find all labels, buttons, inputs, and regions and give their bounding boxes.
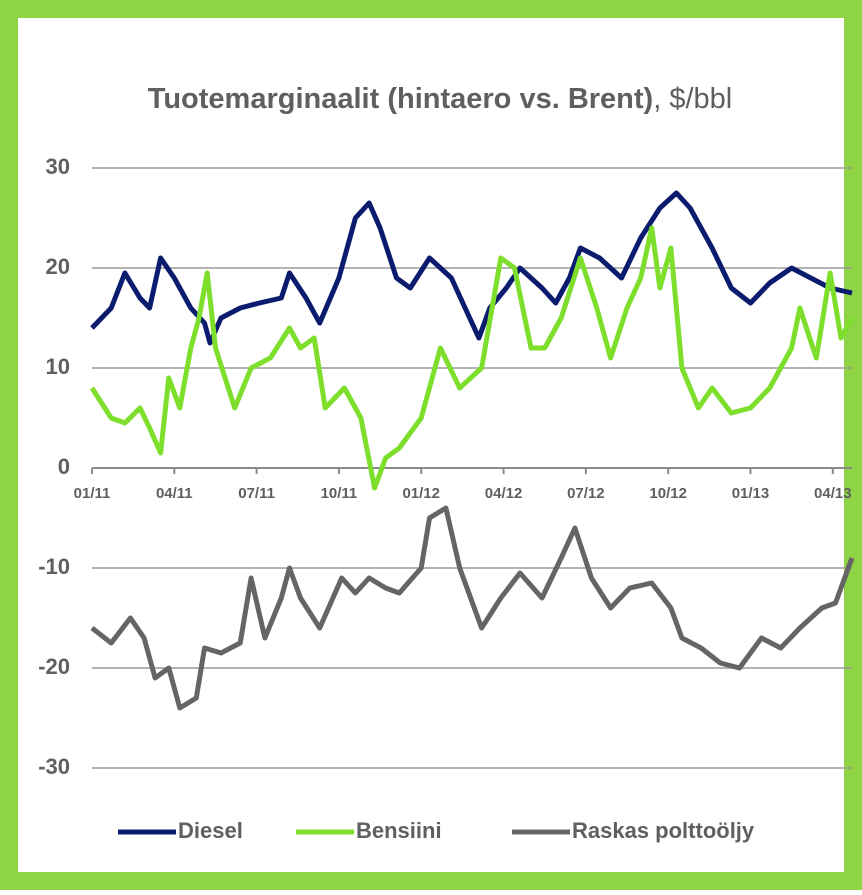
chart-title: Tuotemarginaalit (hintaero vs. Brent): [148, 83, 653, 115]
x-tick-label: 04/12: [485, 485, 523, 502]
series-line: [89, 225, 855, 491]
y-tick-label: 0: [58, 454, 70, 479]
y-tick-label: 10: [46, 354, 70, 379]
y-tick-label: -30: [38, 754, 70, 779]
x-tick-label: 01/11: [74, 485, 111, 502]
chart-title-unit: , $/bbl: [653, 83, 732, 115]
chart-title-group: Tuotemarginaalit (hintaero vs. Brent), $…: [148, 83, 732, 115]
series-line: [90, 505, 855, 711]
legend-label: Raskas polttoöljy: [572, 818, 755, 843]
x-tick-label: 04/11: [156, 485, 193, 502]
y-tick-label: -10: [38, 554, 70, 579]
x-tick-label: 07/12: [567, 485, 605, 502]
y-tick-label: 30: [46, 154, 70, 179]
x-tick-label: 04/13: [814, 485, 852, 502]
x-tick-label: 01/12: [402, 485, 440, 502]
x-tick-label: 01/13: [732, 485, 770, 502]
y-tick-label: 20: [46, 254, 70, 279]
legend-label: Diesel: [178, 818, 243, 843]
legend-label: Bensiini: [356, 818, 442, 843]
series-line: [90, 190, 853, 346]
x-tick-label: 07/11: [238, 485, 275, 502]
x-tick-label: 10/11: [321, 485, 358, 502]
x-tick-label: 10/12: [649, 485, 687, 502]
y-tick-label: -20: [38, 654, 70, 679]
